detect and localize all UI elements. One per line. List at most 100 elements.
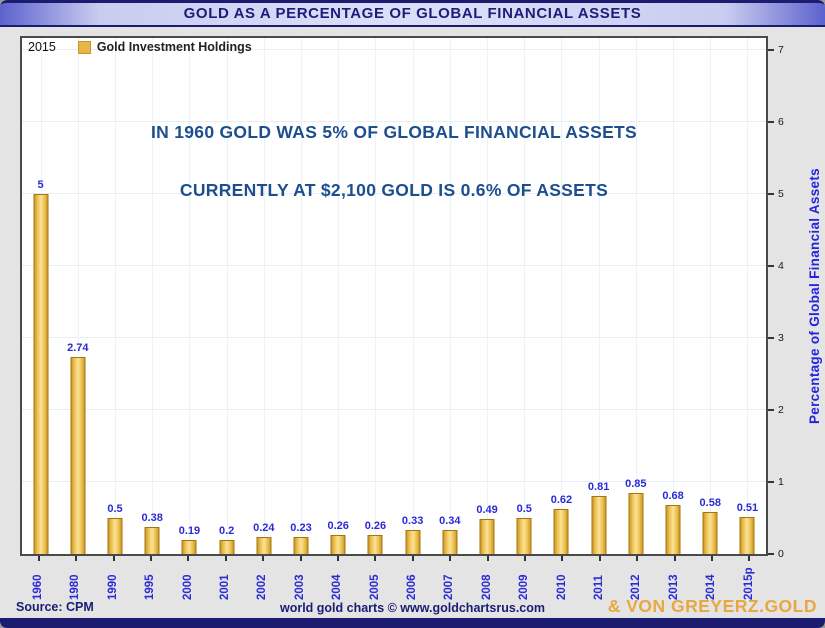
y-tick-label-1: 1 [778,476,784,489]
x-tick-2003 [299,556,302,561]
gridline-x-2015p [747,38,749,554]
x-tick-2004 [336,556,339,561]
x-label-slot-2008: 2008 [469,556,506,600]
bar-1960[interactable] [33,194,49,554]
bar-1995[interactable] [144,526,160,554]
y-tick-label-0: 0 [778,548,784,560]
x-label-slot-2003: 2003 [282,556,319,600]
legend: 2015 Gold Investment Holdings [28,40,252,54]
x-label-1960: 1960 [31,574,44,600]
x-label-1990: 1990 [106,574,119,600]
legend-year: 2015 [28,40,56,54]
y-tick-2 [768,409,774,412]
x-tick-1980 [75,556,78,561]
gridline-x-2006 [412,38,414,554]
bar-2002[interactable] [256,536,272,554]
x-label-2011: 2011 [593,575,606,600]
bar-value-2011: 0.81 [587,480,610,493]
x-tick-2006 [411,556,414,561]
bar-value-2008: 0.49 [476,503,498,516]
x-label-2000: 2000 [181,574,194,600]
bar-slot-2002: 0.24 [245,38,282,554]
bar-value-1990: 0.5 [107,503,123,516]
gridline-x-1990 [115,38,116,554]
gridline-x-2012 [635,38,637,554]
bar-value-2000: 0.19 [178,525,201,538]
x-label-2013: 2013 [667,574,680,600]
gridline-y-4 [22,265,766,267]
bar-2006[interactable] [405,530,421,554]
footer-source: Source: CPM [16,600,94,614]
y-tick-label-5: 5 [778,188,784,201]
bar-slot-2015p: 0.51 [729,38,766,554]
bar-2007[interactable] [442,529,458,554]
bar-value-2002: 0.24 [253,521,275,534]
y-tick-label-2: 2 [778,404,784,417]
bar-slot-2009: 0.5 [506,38,543,554]
bar-value-2005: 0.26 [364,520,387,533]
x-tick-1995 [149,556,152,561]
bar-slot-2010: 0.62 [543,38,580,554]
bar-2011[interactable] [591,495,607,554]
y-tick-0 [768,553,774,555]
bar-value-2015p: 0.51 [736,502,759,515]
x-label-1980: 1980 [69,574,82,600]
x-tick-1960 [37,556,40,561]
x-label-2003: 2003 [293,574,306,600]
x-label-slot-2006: 2006 [394,556,431,600]
bar-slot-1995: 0.38 [134,38,171,554]
bar-value-2013: 0.68 [662,490,684,503]
bar-value-2009: 0.5 [516,503,532,516]
bar-2013[interactable] [665,505,681,554]
x-tick-2013 [673,556,676,561]
x-label-2009: 2009 [518,574,531,600]
y-tick-label-6: 6 [778,116,784,129]
bar-value-2012: 0.85 [625,477,647,490]
gridline-y-6 [22,121,766,123]
bar-slot-2014: 0.58 [692,38,729,554]
x-label-slot-2013: 2013 [656,556,693,600]
bar-2012[interactable] [628,492,644,554]
bar-2001[interactable] [219,539,235,554]
bar-2004[interactable] [330,535,346,554]
bar-1980[interactable] [70,356,86,554]
y-tick-7 [768,49,774,52]
x-tick-2014 [711,556,714,561]
bar-slot-2005: 0.26 [357,38,394,554]
bar-2005[interactable] [367,535,383,554]
x-label-2012: 2012 [630,574,643,600]
x-tick-2011 [598,556,601,561]
x-axis-labels: 1960 1980 1990 1995 2000 2001 2002 2003 2004 2005… [20,556,768,600]
gridline-y-3 [22,337,766,339]
x-label-slot-2015p: 2015p [731,556,768,600]
y-tick-4 [768,265,774,268]
bar-value-2014: 0.58 [699,497,721,510]
bar-2008[interactable] [479,518,495,554]
y-tick-label-7: 7 [778,44,784,57]
bar-2015p[interactable] [739,517,755,554]
bar-2014[interactable] [702,512,718,554]
x-tick-2007 [449,556,452,561]
x-label-slot-2005: 2005 [357,556,394,600]
bottom-border-bar [0,618,825,628]
bar-slot-2006: 0.33 [394,38,431,554]
x-label-slot-2001: 2001 [207,556,244,600]
y-tick-label-4: 4 [778,260,784,273]
bar-2003[interactable] [293,537,309,554]
x-label-slot-2011: 2011 [581,556,618,600]
x-label-2006: 2006 [406,574,419,600]
bar-slot-2013: 0.68 [654,38,691,554]
bar-slot-1990: 0.5 [96,38,133,554]
bar-value-2006: 0.33 [401,515,424,528]
bar-1990[interactable] [107,518,123,554]
bar-2000[interactable] [181,540,197,554]
bar-2009[interactable] [516,518,532,554]
bar-slot-1980: 2.74 [59,38,96,554]
gridline-x-2004 [338,38,340,554]
x-label-slot-1995: 1995 [132,556,169,600]
bar-2010[interactable] [553,509,569,554]
footer-brand[interactable]: & VON GREYERZ.GOLD [607,596,817,616]
annotation-line-1: IN 1960 GOLD WAS 5% OF GLOBAL FINANCIAL … [150,122,638,142]
x-tick-2015p [748,556,751,561]
gridline-x-1980 [77,38,79,554]
